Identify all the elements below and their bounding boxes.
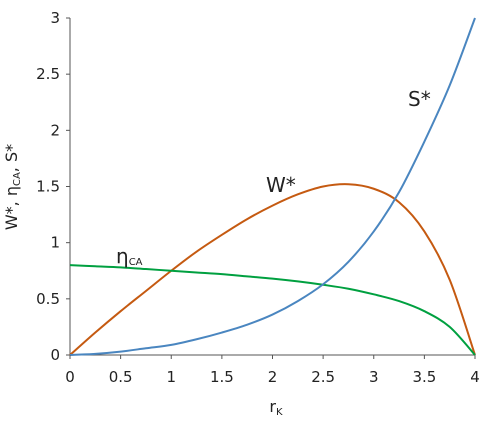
x-tick-label: 2 [268,368,278,386]
x-axis-title-sub: K [276,407,283,418]
x-tick-label: 0.5 [109,368,133,386]
y-tick-label: 0 [50,346,60,364]
x-tick-label: 3.5 [412,368,436,386]
x-tick-label: 1.5 [210,368,234,386]
series-label-ηca: ηCA [116,244,143,268]
ticks-layer: 0 0.5 1 1.5 2 2.5 3 0 0.5 1 1.5 2 2.5 3 3.5 4 [36,9,480,386]
x-axis-title: rK [269,397,283,418]
x-tick-label: 0 [65,368,75,386]
y-tick-label: 2.5 [36,65,60,83]
x-axis-title-main: r [269,397,276,416]
y-tick-label: 0.5 [36,290,60,308]
x-tick-label: 4 [470,368,480,386]
label-layer: W* ηCA S* [116,87,431,268]
y-tick-label: 1.5 [36,178,60,196]
series-line-ηca [69,264,476,356]
x-tick-label: 1 [166,368,176,386]
x-tick-label: 3 [369,368,379,386]
series-line-w [69,183,476,356]
series-layer [69,17,476,356]
series-label-w: W* [266,173,296,197]
y-axis-title: W*, ηCA, S* [2,144,23,230]
x-tick-label: 2.5 [311,368,335,386]
series-line-s [69,17,476,356]
y-tick-label: 2 [50,121,60,139]
series-label-s: S* [408,87,431,111]
y-tick-label: 3 [50,9,60,27]
y-tick-label: 1 [50,234,60,252]
